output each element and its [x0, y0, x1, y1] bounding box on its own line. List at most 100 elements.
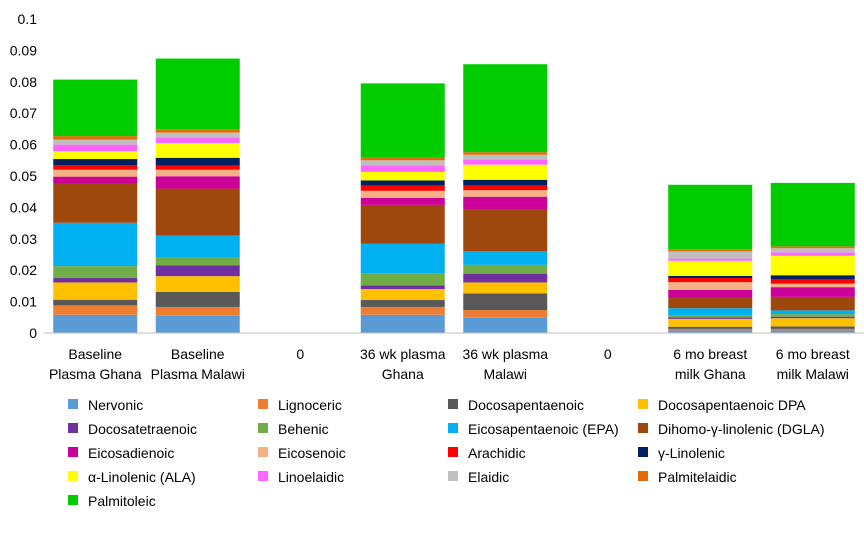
bar-segment-docosapentaenoic-dpa [53, 282, 138, 300]
x-category-label-line: Plasma Malawi [151, 366, 245, 382]
bar-segment-nervonic [668, 330, 753, 333]
legend-swatch [448, 399, 458, 410]
legend-item: Eicosenoic [258, 444, 346, 462]
bar-segment-palmitelaidic [668, 249, 753, 252]
bar-segment-eicosapentaenoic-epa [463, 251, 548, 265]
bar-segment-lignoceric [53, 305, 138, 315]
bar-segment-arachidic [463, 185, 548, 191]
x-category-label-line: 6 mo breast [776, 346, 850, 362]
bar-segment-lignoceric [668, 328, 753, 331]
bar-segment-eicosadienoic [668, 289, 753, 298]
bar-segment-dihomo-linolenic-dgla [770, 296, 855, 311]
legend-label: Eicosenoic [278, 445, 346, 461]
bar-segment-docosapentaenoic-dpa [668, 318, 753, 327]
legend-swatch [258, 399, 268, 410]
bar-segment-eicosadienoic [155, 176, 240, 189]
bar-segment-linolenic-ala [668, 260, 753, 276]
bar-segment-dihomo-linolenic-dgla [463, 208, 548, 252]
bar-segment-nervonic [770, 330, 855, 333]
bar-segment-linolenic-ala [770, 255, 855, 276]
y-tick-label: 0.05 [10, 168, 37, 184]
legend-label: Behenic [278, 421, 329, 437]
bar-segment-docosatetraenoic [770, 316, 855, 319]
bar-segment-docosapentaenoic-dpa [155, 276, 240, 292]
bar-segment-palmitelaidic [155, 129, 240, 133]
bar-segment-arachidic [155, 165, 240, 170]
legend-label: Docosatetraenoic [88, 421, 197, 437]
legend-swatch [68, 495, 78, 506]
bar-segment-palmitelaidic [53, 136, 138, 140]
bar-segment-arachidic [53, 165, 138, 170]
legend-item: Palmitelaidic [638, 468, 737, 486]
x-axis: Baseline Plasma Ghana Baseline Plasma Malaw… [49, 346, 850, 382]
bar-segment-dihomo-linolenic-dgla [53, 183, 138, 223]
bar-segment-elaidic [155, 132, 240, 138]
bar-segment-eicosapentaenoic-epa [668, 308, 753, 316]
y-tick-label: 0.06 [10, 137, 37, 153]
y-tick-label: 0.1 [18, 11, 38, 27]
x-category-label-line: 36 wk plasma [462, 346, 548, 362]
bar-segment-nervonic [463, 317, 548, 333]
bar-segment-docosapentaenoic-dpa [463, 282, 548, 294]
legend-swatch [68, 471, 78, 482]
legend-label: Palmitoleic [88, 493, 156, 509]
legend-swatch [638, 423, 648, 434]
bar-segment-dihomo-linolenic-dgla [155, 188, 240, 236]
x-category-label-line: Baseline [171, 346, 225, 362]
bar-segment-elaidic [770, 248, 855, 253]
legend-item: γ-Linolenic [638, 444, 725, 462]
bar-segment-palmitelaidic [770, 246, 855, 249]
x-category-label-line: 0 [604, 346, 612, 362]
legend-item: Palmitoleic [68, 492, 156, 510]
legend-label: Eicosapentaenoic (EPA) [468, 421, 619, 437]
y-tick-label: 0.08 [10, 74, 37, 90]
legend-item: Lignoceric [258, 396, 342, 414]
legend-item: Docosapentaenoic [448, 396, 584, 414]
bar-segment-behenic [463, 264, 548, 274]
bar-segment-arachidic [360, 185, 445, 191]
legend-swatch [258, 423, 268, 434]
bar-segment-eicosapentaenoic-epa [53, 222, 138, 267]
bar-segment-linolenic-ala [155, 143, 240, 158]
legend-label: Docosapentaenoic [468, 397, 584, 413]
bar-segment-docosapentaenoic [360, 300, 445, 307]
bar-segment-eicosenoic [668, 282, 753, 290]
y-tick-label: 0 [29, 325, 37, 341]
bar-segment-eicosapentaenoic-epa [155, 235, 240, 258]
legend-swatch [68, 399, 78, 410]
legend-item: Eicosapentaenoic (EPA) [448, 420, 619, 438]
y-tick-label: 0.02 [10, 262, 37, 278]
bar-segment-linolenic [668, 275, 753, 279]
legend-swatch [448, 447, 458, 458]
bar-segment-docosapentaenoic [463, 293, 548, 311]
bar-segment-linoelaidic [155, 137, 240, 144]
legend-label: Eicosadienoic [88, 445, 175, 461]
legend-item: Linoelaidic [258, 468, 344, 486]
x-category-label: 0 [604, 346, 612, 362]
bar-segment-palmitoleic [770, 182, 855, 247]
bar-segment-linolenic-ala [360, 171, 445, 181]
x-category-label-line: 0 [296, 346, 304, 362]
legend-label: α-Linolenic (ALA) [88, 469, 196, 485]
legend-item: Arachidic [448, 444, 526, 462]
x-category-label-line: 36 wk plasma [360, 346, 446, 362]
legend-item: Dihomo-γ-linolenic (DGLA) [638, 420, 825, 438]
x-category-label-line: milk Ghana [675, 366, 746, 382]
bar-segment-linolenic-ala [463, 164, 548, 180]
legend-item: Docosapentaenoic DPA [638, 396, 806, 414]
x-category-label: 0 [296, 346, 304, 362]
bar-segment-lignoceric [463, 310, 548, 318]
legend-label: Docosapentaenoic DPA [658, 397, 806, 413]
bar-segment-eicosadienoic [463, 196, 548, 209]
bar-segment-eicosenoic [155, 169, 240, 177]
y-tick-label: 0.09 [10, 42, 37, 58]
bar-segment-palmitoleic [155, 58, 240, 130]
bar-segment-linoelaidic [770, 252, 855, 256]
bar-segment-elaidic [668, 251, 753, 259]
x-category-label: 6 mo breast milk Malawi [776, 346, 850, 382]
bar-segment-elaidic [463, 154, 548, 160]
bar-segment-behenic [770, 314, 855, 317]
x-category-label-line: Plasma Ghana [49, 366, 142, 382]
legend-swatch [638, 447, 648, 458]
bar-segment-eicosadienoic [53, 176, 138, 184]
